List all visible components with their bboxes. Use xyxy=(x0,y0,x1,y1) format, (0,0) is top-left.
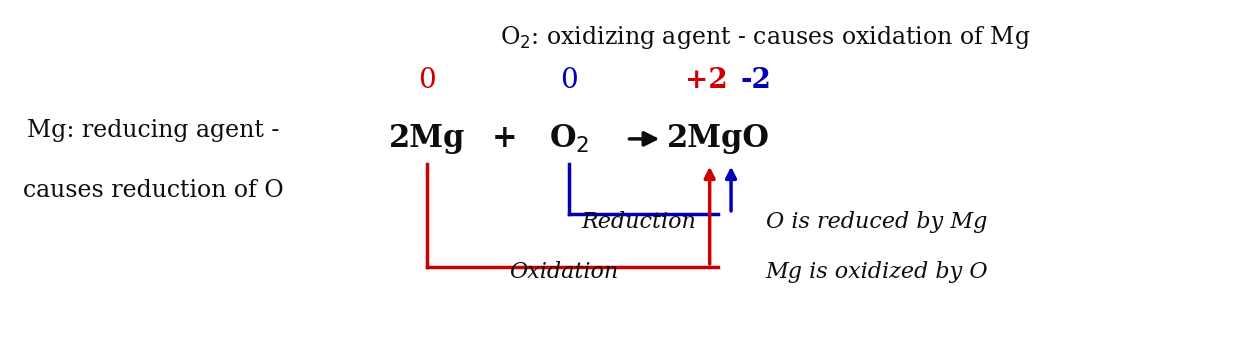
Text: Reduction: Reduction xyxy=(581,211,696,233)
Text: causes reduction of O: causes reduction of O xyxy=(24,179,284,202)
Text: Mg: reducing agent -: Mg: reducing agent - xyxy=(27,119,280,142)
Text: Oxidation: Oxidation xyxy=(509,261,618,283)
Text: 2MgO: 2MgO xyxy=(666,123,769,154)
Text: +: + xyxy=(492,123,517,154)
Text: 0: 0 xyxy=(418,67,436,94)
Text: -2: -2 xyxy=(741,67,772,94)
Text: +2: +2 xyxy=(685,67,727,94)
Text: 2Mg: 2Mg xyxy=(388,123,466,154)
Text: O$_2$: O$_2$ xyxy=(549,123,590,155)
Text: O$_2$: oxidizing agent - causes oxidation of Mg: O$_2$: oxidizing agent - causes oxidatio… xyxy=(500,24,1031,51)
Text: O is reduced by Mg: O is reduced by Mg xyxy=(766,211,987,233)
Text: Mg is oxidized by O: Mg is oxidized by O xyxy=(766,261,989,283)
Text: 0: 0 xyxy=(560,67,579,94)
